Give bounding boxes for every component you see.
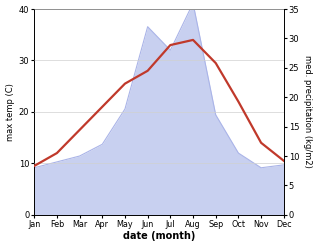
X-axis label: date (month): date (month) (123, 231, 195, 242)
Y-axis label: med. precipitation (kg/m2): med. precipitation (kg/m2) (303, 56, 313, 168)
Y-axis label: max temp (C): max temp (C) (5, 83, 15, 141)
